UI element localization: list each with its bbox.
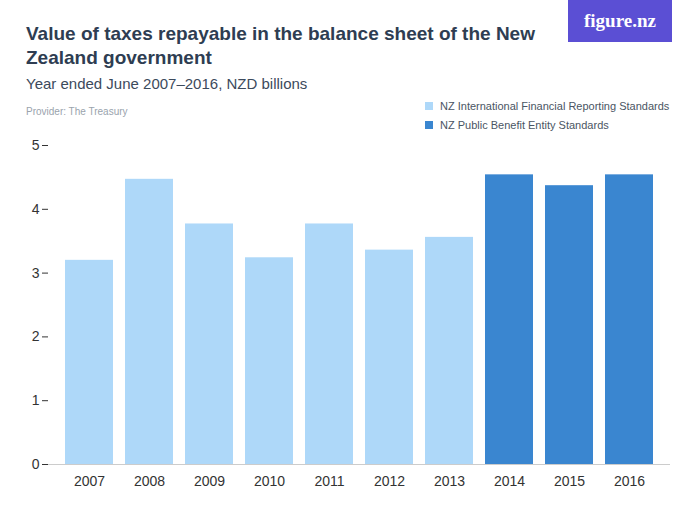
svg-text:1: 1 bbox=[32, 392, 40, 408]
svg-text:0: 0 bbox=[32, 456, 40, 472]
svg-text:2: 2 bbox=[32, 328, 40, 344]
svg-text:2008: 2008 bbox=[134, 473, 165, 489]
svg-text:5: 5 bbox=[32, 137, 40, 153]
svg-text:4: 4 bbox=[32, 201, 40, 217]
svg-text:2013: 2013 bbox=[434, 473, 465, 489]
html-text:figure.nz: figure.nz bbox=[584, 10, 656, 31]
html-text:Year ended June 2007–2016, NZD: Year ended June 2007–2016, NZD billions bbox=[26, 75, 308, 92]
svg-text:3: 3 bbox=[32, 265, 40, 281]
svg-text:2010: 2010 bbox=[254, 473, 285, 489]
svg-text:2007: 2007 bbox=[74, 473, 105, 489]
svg-text:2015: 2015 bbox=[554, 473, 585, 489]
svg-text:2016: 2016 bbox=[614, 473, 645, 489]
html-text:NZ Public Benefit Entity Stand: NZ Public Benefit Entity Standards bbox=[440, 118, 609, 131]
html-text:Provider: The Treasury: Provider: The Treasury bbox=[26, 106, 128, 117]
html-text:Value of taxes repayable in th: Value of taxes repayable in the balance … bbox=[26, 23, 535, 68]
svg-text:2009: 2009 bbox=[194, 473, 225, 489]
svg-text:2012: 2012 bbox=[374, 473, 405, 489]
svg-text:2011: 2011 bbox=[314, 473, 344, 489]
html-text:NZ International Financial Rep: NZ International Financial Reporting Sta… bbox=[440, 99, 670, 112]
svg-text:2014: 2014 bbox=[494, 473, 525, 489]
